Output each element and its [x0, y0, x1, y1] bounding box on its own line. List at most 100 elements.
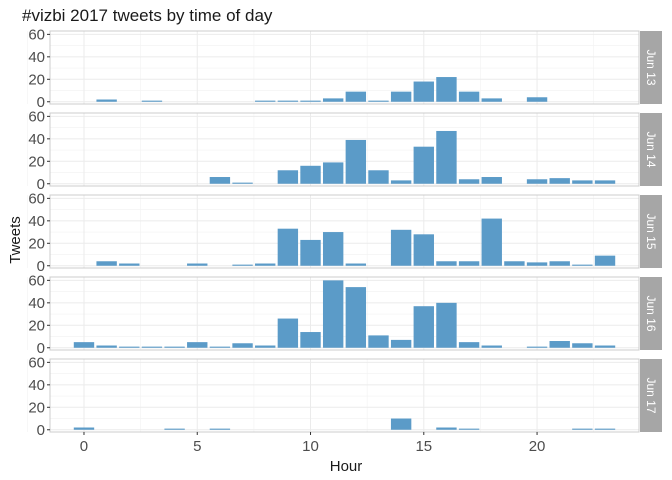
bar — [436, 302, 457, 348]
bar — [187, 342, 208, 348]
bar — [481, 177, 502, 184]
bar — [255, 100, 276, 102]
bar — [413, 306, 434, 348]
y-tick-label: 40 — [28, 213, 45, 230]
y-tick-label: 20 — [28, 71, 45, 88]
y-tick-label: 20 — [28, 317, 45, 334]
facet-strip-label: Jun 14 — [644, 131, 658, 167]
y-tick-label: 60 — [28, 108, 45, 125]
bar — [277, 318, 299, 348]
bar — [300, 100, 321, 102]
bar — [232, 264, 253, 266]
y-tick-label: 0 — [37, 258, 45, 275]
bar — [390, 339, 412, 348]
bar — [164, 346, 185, 348]
bar — [526, 179, 548, 184]
bar — [572, 264, 593, 266]
bar — [232, 343, 253, 348]
x-tick-label: 20 — [529, 438, 546, 455]
bar — [481, 98, 502, 102]
bar — [73, 427, 95, 430]
x-axis-title: Hour — [330, 458, 363, 475]
bar — [413, 234, 434, 266]
bar — [209, 177, 231, 184]
bar — [345, 91, 367, 102]
bar — [232, 182, 253, 184]
y-tick-label: 60 — [28, 272, 45, 289]
y-tick-label: 60 — [28, 354, 45, 371]
y-tick-label: 0 — [37, 176, 45, 193]
y-tick-label: 0 — [37, 422, 45, 439]
bar — [141, 346, 163, 348]
facet-panel: 0 20 40 60 Jun 13 — [27, 26, 662, 111]
panel-border — [49, 276, 640, 351]
bar — [209, 346, 231, 348]
bar — [300, 332, 321, 348]
bar — [549, 178, 570, 184]
bar — [458, 428, 480, 430]
y-tick-label: 60 — [28, 190, 45, 207]
bar — [390, 229, 412, 266]
bar — [572, 428, 593, 430]
bar — [481, 218, 502, 266]
bar — [526, 346, 548, 348]
bar — [458, 342, 480, 348]
facet-panel: 0 20 40 60 Jun 16 — [27, 272, 662, 357]
x-axis: 0 5 10 15 20 — [80, 432, 546, 455]
bar — [277, 228, 299, 266]
panel-background — [50, 31, 639, 104]
bar — [594, 345, 616, 348]
bar — [368, 335, 389, 348]
y-tick-label: 60 — [28, 26, 45, 43]
bar — [594, 255, 616, 266]
bar — [413, 81, 434, 102]
facet-strip-label: Jun 17 — [644, 377, 658, 413]
facet-strip — [640, 277, 662, 350]
bar — [436, 77, 457, 102]
facet-strip-label: Jun 15 — [644, 213, 658, 249]
facet-panel: 0 20 40 60 Jun 17 — [27, 354, 662, 439]
panel-background — [50, 277, 639, 350]
bar — [119, 263, 140, 266]
bar — [255, 345, 276, 348]
bar — [526, 97, 548, 102]
panel-border — [49, 112, 640, 187]
bar — [390, 180, 412, 184]
bar — [322, 98, 344, 102]
bar — [390, 418, 412, 430]
bar — [458, 261, 480, 266]
bar — [572, 343, 593, 348]
facet-strip — [640, 359, 662, 432]
x-tick-label: 5 — [193, 438, 201, 455]
bar — [96, 261, 117, 266]
bar — [436, 427, 457, 430]
bar — [549, 261, 570, 266]
panel-background — [50, 113, 639, 186]
bar — [481, 345, 502, 348]
bar — [458, 179, 480, 184]
bar — [572, 180, 593, 184]
bar — [322, 280, 344, 348]
facet-strip — [640, 113, 662, 186]
panel-background — [50, 359, 639, 432]
bar — [436, 261, 457, 266]
bar — [390, 91, 412, 102]
y-tick-label: 20 — [28, 153, 45, 170]
panel-border — [49, 30, 640, 105]
bar — [322, 232, 344, 266]
bar — [458, 91, 480, 102]
bar — [277, 100, 299, 102]
panel-border — [49, 358, 640, 433]
bar — [255, 263, 276, 266]
bar — [345, 139, 367, 184]
y-tick-label: 20 — [28, 235, 45, 252]
bar — [594, 428, 616, 430]
bar — [277, 170, 299, 184]
bar — [73, 342, 95, 348]
y-tick-label: 0 — [37, 94, 45, 111]
facet-panel: 0 20 40 60 Jun 15 — [27, 190, 662, 275]
bar — [436, 130, 457, 184]
facet-strip — [640, 31, 662, 104]
bar — [300, 239, 321, 266]
